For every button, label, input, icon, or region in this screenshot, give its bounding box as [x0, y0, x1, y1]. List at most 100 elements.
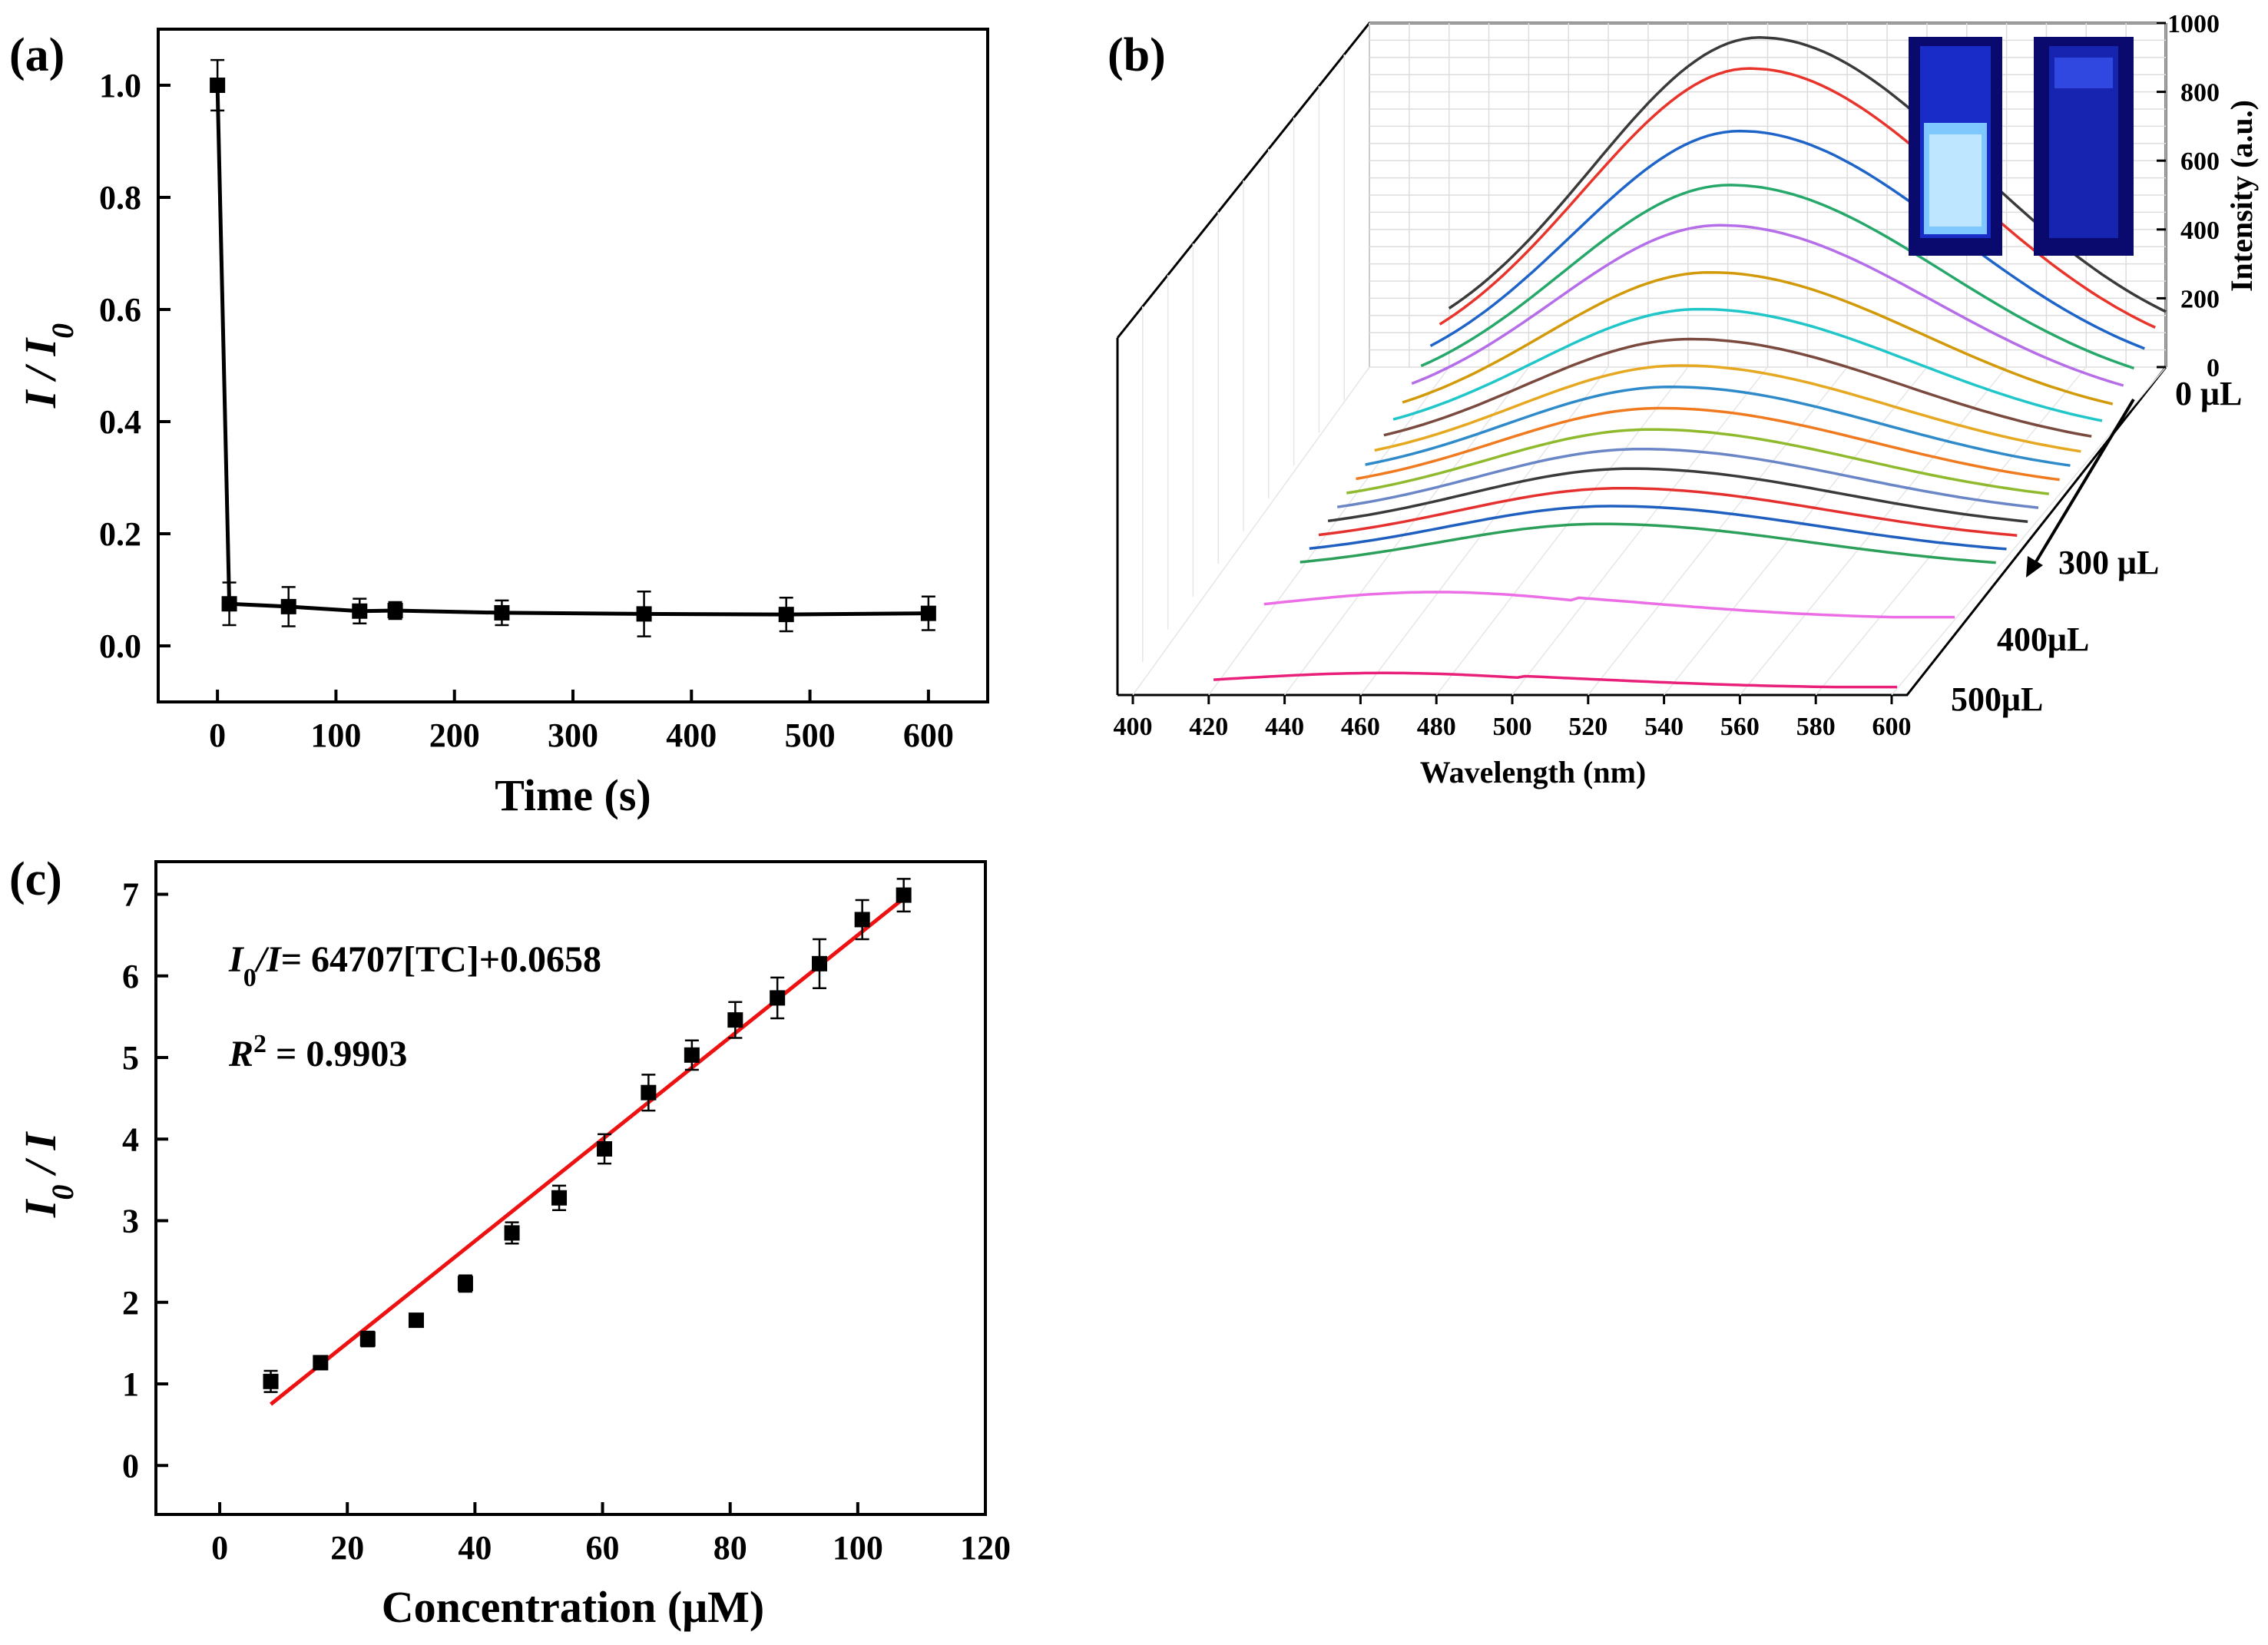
fit-line — [269, 896, 906, 1406]
spectrum-curve — [1411, 223, 2124, 387]
panel-a-plot — [210, 58, 936, 637]
equation-lhs-tail: /I — [254, 939, 283, 980]
panel-b-z-ticks: 0 200 400 600 800 1000 — [2157, 10, 2220, 382]
data-point — [313, 1355, 329, 1371]
floor-grid-line — [1815, 366, 2087, 696]
data-point — [387, 603, 403, 619]
spectrum-curve — [1263, 591, 1955, 619]
panel-c-x-axis-label: Concentration (μM) — [382, 1582, 764, 1632]
x-tick-label: 100 — [310, 717, 361, 754]
data-point — [812, 955, 827, 971]
r2-sup: 2 — [253, 1030, 267, 1058]
spectrum-curve — [1327, 467, 2028, 523]
panel-c-plot — [263, 878, 912, 1406]
panel-c-y-axis-label-main: I — [15, 1198, 65, 1218]
floor-grid-line — [1359, 366, 1609, 696]
panel-a: (a) 0 100 200 300 400 500 600 0.0 0.2 0.4 0.6 0.8 1… — [9, 28, 989, 820]
data-point — [359, 1331, 376, 1347]
x-tick-label: 420 — [1189, 713, 1228, 741]
panel-c-label: (c) — [9, 853, 62, 905]
panel-b-x-ticks: 400 420 440 460 480 500 520 540 560 580 600 — [1114, 695, 1912, 741]
panel-b-inset-photo-bright — [1909, 37, 2002, 256]
data-point — [221, 596, 237, 612]
inset-dim-top — [2054, 58, 2113, 88]
x-tick-label: 300 — [548, 717, 598, 754]
y-tick-label: 3 — [122, 1203, 139, 1240]
data-point — [896, 887, 912, 903]
panel-b-bottom-edges — [1117, 366, 2167, 697]
panel-c-x-ticks: 0 20 40 60 80 100 120 — [211, 1502, 1011, 1567]
data-point — [727, 1012, 743, 1028]
y-tick-label: 0 — [122, 1447, 139, 1484]
panel-a-y-axis-label-main: I / I — [15, 336, 65, 409]
y-tick-label: 7 — [122, 876, 139, 914]
series-line — [215, 84, 929, 617]
data-point — [636, 606, 652, 622]
y-tick-label: 0.2 — [99, 515, 141, 553]
spectrum-curve — [1346, 428, 2050, 495]
spectrum-curve — [1383, 337, 2092, 438]
panel-a-x-axis-label: Time (s) — [495, 770, 651, 820]
x-tick-label: 20 — [330, 1529, 364, 1567]
panel-a-label: (a) — [9, 29, 65, 81]
z-tick-label: 0 — [2207, 354, 2220, 382]
x-tick-label: 540 — [1644, 713, 1684, 741]
data-point — [551, 1190, 568, 1206]
panel-b-curves — [1213, 36, 2167, 689]
spectrum-curve — [1392, 307, 2103, 422]
panel-c-y-axis-label-tail: / I — [15, 1130, 65, 1184]
data-point — [778, 607, 794, 623]
panel-b-volume-label-400: 400μL — [1997, 621, 2089, 658]
y-tick-label: 5 — [122, 1039, 139, 1077]
y-tick-label: 0.6 — [99, 291, 141, 329]
data-point — [641, 1084, 657, 1101]
floor-grid-line — [1435, 366, 1689, 696]
data-point — [408, 1312, 424, 1329]
equation-rhs: = 64707[TC]+0.0658 — [281, 939, 601, 980]
spectrum-curve — [1336, 447, 2039, 509]
y-tick-label: 1.0 — [99, 67, 141, 104]
panel-b-depth-arrow-icon — [2026, 556, 2043, 578]
x-tick-label: 80 — [714, 1529, 747, 1567]
x-tick-label: 600 — [1872, 713, 1912, 741]
z-tick-label: 600 — [2180, 147, 2220, 176]
y-tick-label: 0.0 — [99, 627, 141, 665]
inset-bright-core — [1929, 134, 1982, 227]
z-tick-label: 1000 — [2167, 10, 2220, 38]
x-tick-label: 580 — [1796, 713, 1836, 741]
x-tick-label: 480 — [1417, 713, 1456, 741]
x-tick-label: 200 — [429, 717, 480, 754]
x-tick-label: 100 — [833, 1529, 883, 1567]
z-tick-label: 200 — [2180, 285, 2220, 313]
spectrum-curve — [1420, 184, 2135, 370]
floor-grid-line — [1664, 366, 1928, 696]
panel-b-z-axis-label: Intensity (a.u.) — [2224, 100, 2259, 292]
spectrum-curve — [1300, 522, 1996, 564]
data-point — [770, 990, 786, 1006]
panel-c-equation: I0/I= 64707[TC]+0.0658 — [228, 939, 601, 992]
panel-a-y-axis-label-sub: 0 — [45, 323, 80, 339]
data-point — [920, 605, 936, 621]
r2-value: = 0.9903 — [267, 1034, 407, 1074]
x-tick-label: 560 — [1720, 713, 1760, 741]
floor-grid-line — [1511, 366, 1769, 696]
spectrum-curve — [1365, 385, 2071, 467]
z-tick-label: 800 — [2180, 79, 2220, 108]
panel-b-grid — [1132, 22, 2167, 696]
y-tick-label: 1 — [122, 1365, 139, 1403]
data-point — [504, 1225, 520, 1241]
x-tick-label: 520 — [1568, 713, 1607, 741]
floor-grid-line — [1739, 366, 2008, 696]
floor-grid-line — [1208, 366, 1450, 696]
data-point — [280, 598, 296, 614]
panel-b: (b) 400 420 440 460 480 500 520 540 560 580 600 0 2… — [1108, 10, 2259, 789]
floor-grid-line — [1283, 366, 1530, 696]
y-tick-label: 4 — [122, 1120, 139, 1158]
panel-b-volume-label-0: 0 μL — [2175, 375, 2242, 412]
data-point — [352, 603, 368, 619]
panel-b-x-axis-label: Wavelength (nm) — [1420, 755, 1646, 789]
panel-a-y-axis-label: I / I0 — [15, 323, 80, 409]
data-point — [210, 78, 226, 93]
